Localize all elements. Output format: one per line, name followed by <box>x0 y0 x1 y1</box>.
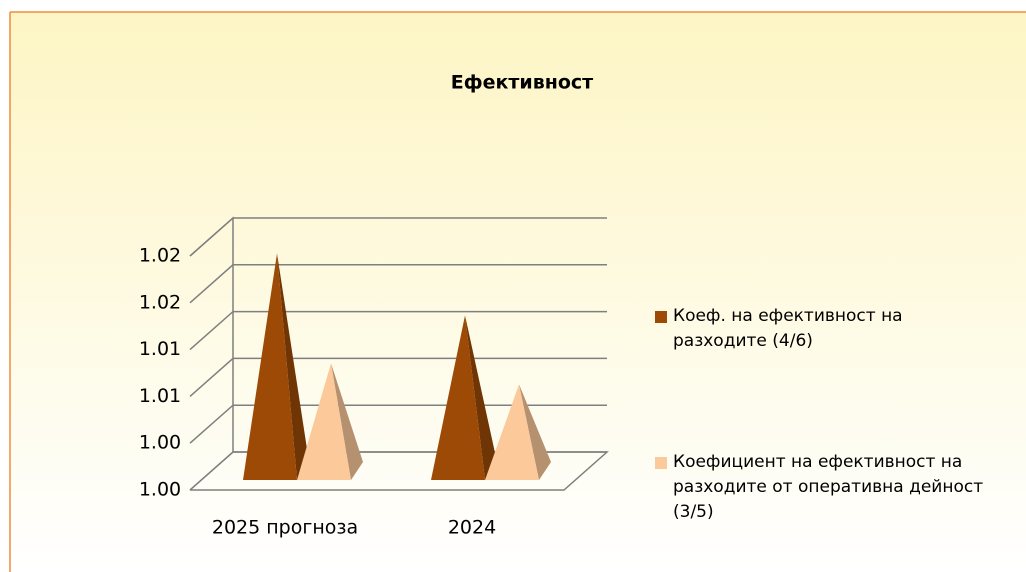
pyramid-side <box>519 384 551 480</box>
pyramid-front <box>297 363 351 480</box>
legend-marker <box>655 311 667 323</box>
y-tick-label: 1.01 <box>139 338 181 360</box>
pyramid-side <box>465 315 497 480</box>
legend-marker <box>655 457 667 469</box>
pyramid-front <box>243 253 297 480</box>
pyramid-side <box>277 253 309 480</box>
pyramid-side <box>331 363 363 480</box>
pyramid-front <box>485 384 539 480</box>
y-tick-label: 1.01 <box>139 385 181 407</box>
grid-line <box>189 217 607 257</box>
y-tick-label: 1.02 <box>139 291 181 313</box>
pyramid <box>297 363 363 480</box>
legend-label: Коефициент на ефективност на разходите о… <box>673 452 984 522</box>
chart-title: Ефективност <box>451 72 593 94</box>
pyramid <box>243 253 309 480</box>
x-tick-label: 2025 прогноза <box>212 517 358 539</box>
grid-line <box>189 264 607 304</box>
pyramid <box>485 384 551 480</box>
grid-line <box>189 310 607 351</box>
y-tick-label: 1.00 <box>139 432 181 454</box>
pyramid-front <box>431 315 485 480</box>
x-tick-label: 2024 <box>448 517 496 539</box>
pyramid <box>431 315 497 480</box>
legend-label: Коеф. на ефективност на разходите (4/6) <box>673 306 903 351</box>
y-tick-label: 1.00 <box>139 479 181 501</box>
grid-line <box>189 357 607 397</box>
y-tick-label: 1.02 <box>139 245 181 267</box>
